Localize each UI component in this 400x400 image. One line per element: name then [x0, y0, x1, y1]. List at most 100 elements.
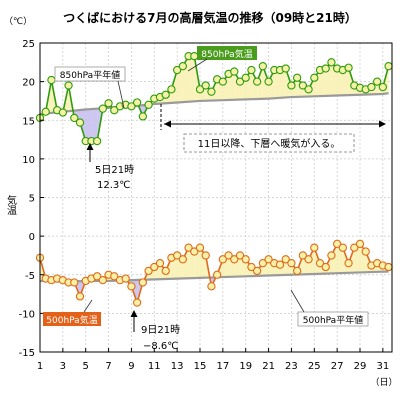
data-point-500hpa [338, 243, 348, 252]
data-point-850hpa [230, 67, 239, 76]
arrow-head-left [164, 120, 171, 128]
data-point-500hpa [70, 278, 79, 287]
data-point-500hpa [258, 259, 268, 268]
x-tick-label: 29 [354, 361, 367, 372]
data-point-850hpa [178, 62, 188, 71]
data-point-850hpa [138, 112, 148, 121]
x-tick-label: 19 [239, 361, 252, 372]
data-point-850hpa [344, 63, 353, 72]
data-point-500hpa [344, 259, 353, 268]
leader-line [187, 58, 208, 72]
data-point-500hpa [304, 255, 313, 264]
leader-line [83, 299, 93, 313]
x-tick-label: 5 [83, 361, 89, 372]
data-point-850hpa [75, 118, 85, 127]
data-point-850hpa [195, 85, 205, 94]
data-point-500hpa [332, 239, 342, 248]
y-tick-label: 15 [22, 116, 35, 127]
data-point-500hpa [384, 262, 393, 272]
data-point-500hpa [172, 251, 182, 260]
y-tick-label: -5 [25, 271, 35, 282]
y-tick-label: 5 [29, 194, 35, 205]
data-point-850hpa [321, 64, 330, 73]
x-tick-label: 7 [105, 361, 111, 372]
data-point-500hpa [275, 260, 285, 269]
data-point-500hpa [224, 251, 233, 260]
min500-value: −8.6℃ [143, 341, 179, 352]
x-tick-label: 17 [216, 361, 229, 372]
label-500hpa-box [43, 312, 101, 326]
leader-line [290, 289, 305, 313]
data-point-850hpa [172, 65, 182, 75]
min850-arrow-head [86, 143, 94, 150]
data-point-850hpa [384, 62, 393, 71]
warm-anomaly-fill [320, 68, 326, 97]
min500-date: 9日21時 [141, 324, 180, 336]
data-point-850hpa [292, 73, 302, 82]
data-point-500hpa [98, 276, 108, 285]
min850-value: 12.3℃ [97, 180, 131, 191]
data-point-850hpa [161, 90, 170, 99]
data-point-500hpa [155, 259, 165, 268]
data-point-500hpa [110, 272, 119, 281]
data-point-850hpa [258, 62, 268, 71]
data-point-850hpa [310, 73, 319, 82]
data-point-500hpa [247, 262, 256, 272]
data-point-850hpa [144, 100, 153, 109]
data-point-500hpa [235, 251, 245, 260]
label-500hpa: 500hPa気温 [46, 314, 97, 326]
warm-anomaly-fill [177, 66, 183, 103]
x-axis-label: （日） [370, 377, 397, 388]
data-point-500hpa [195, 243, 205, 252]
label-500hpa-normal-box [297, 311, 369, 327]
data-point-850hpa [132, 98, 142, 107]
data-point-500hpa [315, 259, 325, 268]
data-point-850hpa [281, 64, 290, 73]
data-point-500hpa [264, 255, 273, 264]
data-point-850hpa [190, 51, 199, 61]
warm-anomaly-fill [188, 56, 195, 102]
y-tick-label: -15 [19, 348, 35, 359]
data-point-850hpa [247, 65, 256, 75]
x-tick-label: 25 [308, 361, 321, 372]
unit-label: （℃） [4, 16, 32, 27]
data-point-500hpa [241, 255, 250, 264]
data-point-500hpa [121, 274, 130, 283]
y-tick-label: 10 [22, 155, 35, 166]
data-point-500hpa [144, 266, 153, 276]
data-point-850hpa [47, 75, 56, 85]
data-point-500hpa [350, 243, 359, 252]
warm-anomaly-fill [331, 243, 338, 274]
data-point-500hpa [161, 266, 170, 276]
data-point-850hpa [378, 82, 388, 92]
label-850hpa-box [197, 46, 257, 60]
x-tick-label: 13 [171, 361, 184, 372]
data-point-500hpa [292, 266, 302, 276]
x-tick-label: 23 [285, 361, 298, 372]
data-point-850hpa [98, 104, 108, 113]
callout-text: 11日以降、下層へ暖気が入る。 [198, 137, 341, 150]
x-tick-label: 27 [331, 361, 344, 372]
chart-title: つくばにおける7月の高層気温の推移（09時と21時） [63, 10, 357, 25]
min500-arrow-head [130, 310, 138, 317]
data-point-500hpa [127, 282, 136, 291]
label-500hpa-normal: 500hPa平年値 [303, 314, 363, 326]
data-point-500hpa [92, 272, 102, 281]
data-point-850hpa [104, 99, 113, 108]
y-axis-label: 気温 [5, 194, 17, 215]
x-tick-label: 11 [148, 361, 161, 372]
x-tick-label: 9 [128, 361, 134, 372]
label-850hpa: 850hPa気温 [201, 48, 252, 60]
data-point-500hpa [281, 255, 290, 264]
data-point-500hpa [321, 262, 330, 272]
data-point-850hpa [241, 73, 250, 82]
x-tick-label: 3 [60, 361, 66, 372]
data-point-500hpa [150, 262, 159, 272]
data-point-500hpa [75, 292, 85, 301]
data-point-500hpa [230, 255, 239, 264]
data-point-500hpa [298, 251, 308, 260]
data-point-850hpa [127, 102, 136, 111]
data-point-850hpa [201, 81, 210, 90]
y-tick-label: 25 [22, 39, 35, 50]
